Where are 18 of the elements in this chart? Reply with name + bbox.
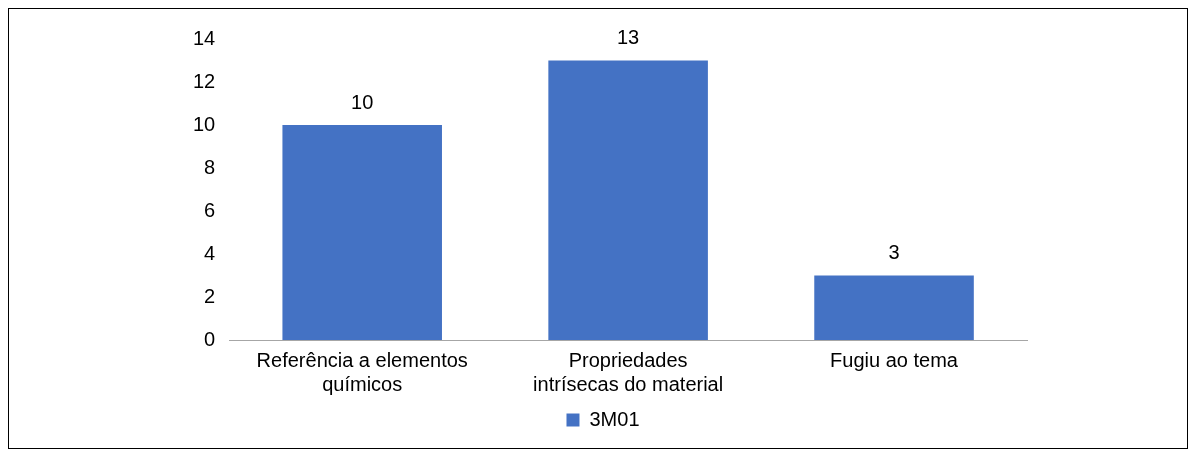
bar	[282, 125, 442, 340]
x-tick-label: Fugiu ao tema	[830, 348, 959, 371]
x-tick-label: Referência a elementos químicos	[256, 348, 468, 395]
y-tick-label: 12	[193, 69, 216, 92]
y-tick-label: 6	[204, 198, 216, 221]
y-tick-label: 2	[204, 284, 216, 307]
x-tick-label: Propriedades intrísecas do material	[533, 348, 724, 395]
data-label: 10	[351, 90, 374, 113]
data-label: 13	[617, 26, 640, 49]
y-tick-label: 10	[193, 112, 216, 135]
bar	[548, 60, 708, 340]
y-tick-label: 14	[193, 26, 216, 49]
y-tick-label: 0	[204, 327, 216, 350]
bar	[814, 275, 974, 340]
y-tick-label: 4	[204, 241, 216, 264]
y-tick-label: 8	[204, 155, 216, 178]
legend-label: 3M01	[589, 407, 640, 430]
data-label: 3	[888, 241, 900, 264]
